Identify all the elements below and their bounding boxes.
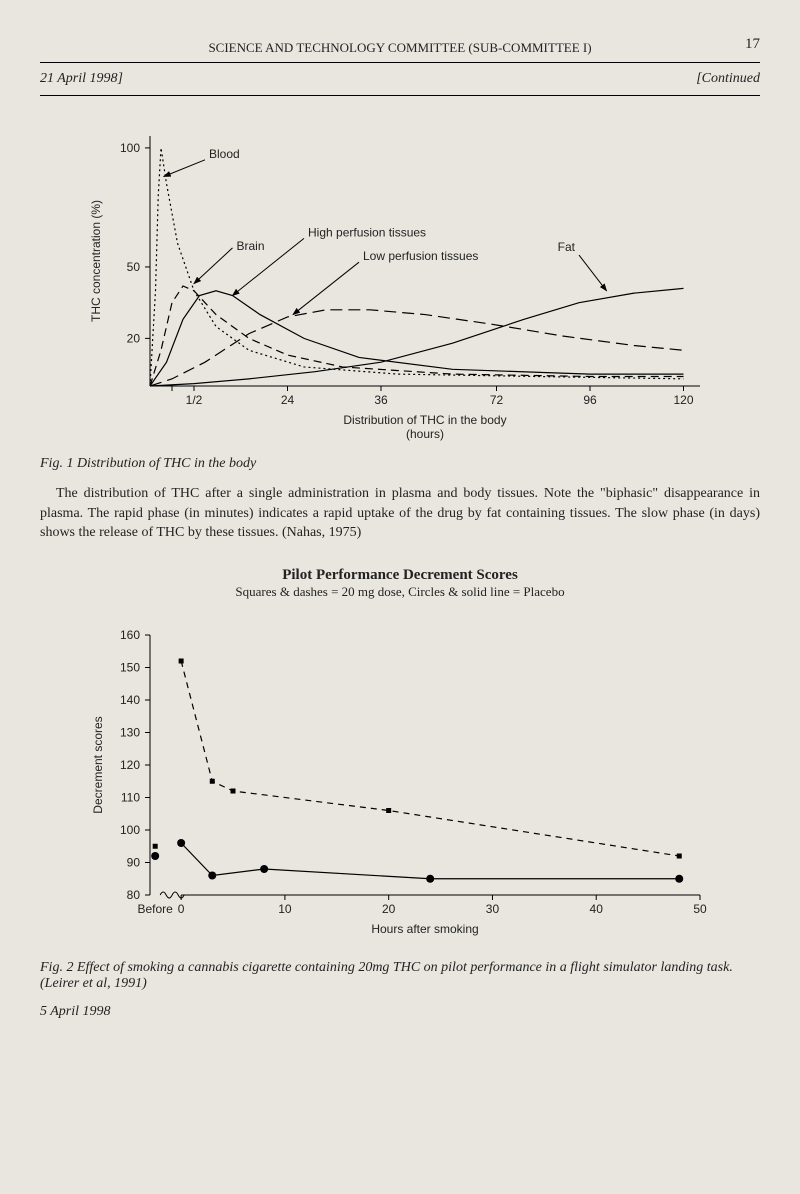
footer-date: 5 April 1998 xyxy=(40,1004,760,1020)
svg-text:Hours after smoking: Hours after smoking xyxy=(371,922,478,936)
svg-text:THC concentration (%): THC concentration (%) xyxy=(89,200,103,322)
svg-text:120: 120 xyxy=(120,758,140,772)
svg-text:Distribution of THC in the bod: Distribution of THC in the body xyxy=(343,413,506,427)
svg-text:90: 90 xyxy=(127,855,141,869)
date-left: 21 April 1998] xyxy=(40,71,123,87)
svg-text:20: 20 xyxy=(382,902,396,916)
svg-text:40: 40 xyxy=(590,902,604,916)
svg-text:10: 10 xyxy=(278,902,292,916)
fig2-chart: 80 90 100 110 120 130 140 150 160 Before 0 10 20 30 40… xyxy=(80,620,720,950)
svg-text:Blood: Blood xyxy=(209,147,240,161)
svg-text:160: 160 xyxy=(120,628,140,642)
svg-text:Fat: Fat xyxy=(558,240,576,254)
svg-text:72: 72 xyxy=(490,393,504,407)
rule xyxy=(40,95,760,96)
svg-text:96: 96 xyxy=(583,393,597,407)
svg-text:0: 0 xyxy=(178,902,185,916)
svg-text:Brain: Brain xyxy=(237,239,265,253)
header-title: SCIENCE AND TECHNOLOGY COMMITTEE (SUB-CO… xyxy=(40,40,760,60)
fig1-body-text: The distribution of THC after a single a… xyxy=(40,484,760,543)
svg-text:1/2: 1/2 xyxy=(186,393,203,407)
fig1-chart: 20 50 100 1/2 24 36 72 96 120 THC concentration (… xyxy=(80,116,720,446)
page-number: 17 xyxy=(745,36,760,53)
svg-text:140: 140 xyxy=(120,693,140,707)
svg-text:150: 150 xyxy=(120,660,140,674)
svg-text:100: 100 xyxy=(120,823,140,837)
svg-text:30: 30 xyxy=(486,902,500,916)
svg-text:Low perfusion tissues: Low perfusion tissues xyxy=(363,249,478,263)
svg-text:High perfusion tissues: High perfusion tissues xyxy=(308,225,426,239)
svg-text:(hours): (hours) xyxy=(406,427,444,441)
svg-text:50: 50 xyxy=(693,902,707,916)
svg-text:20: 20 xyxy=(127,331,141,345)
fig2-caption: Fig. 2 Effect of smoking a cannabis ciga… xyxy=(40,960,760,992)
svg-text:130: 130 xyxy=(120,725,140,739)
svg-text:50: 50 xyxy=(127,260,141,274)
svg-text:80: 80 xyxy=(127,888,141,902)
svg-text:36: 36 xyxy=(374,393,388,407)
fig2-title: Pilot Performance Decrement Scores xyxy=(40,567,760,584)
svg-text:110: 110 xyxy=(121,790,140,804)
svg-text:Decrement scores: Decrement scores xyxy=(91,716,105,813)
fig1-caption: Fig. 1 Distribution of THC in the body xyxy=(40,456,760,472)
svg-text:120: 120 xyxy=(673,393,693,407)
svg-text:Before: Before xyxy=(138,902,174,916)
date-right: [Continued xyxy=(696,71,760,87)
fig2-subtitle: Squares & dashes = 20 mg dose, Circles &… xyxy=(40,584,760,600)
svg-text:24: 24 xyxy=(281,393,295,407)
svg-text:100: 100 xyxy=(120,141,140,155)
rule xyxy=(40,62,760,63)
